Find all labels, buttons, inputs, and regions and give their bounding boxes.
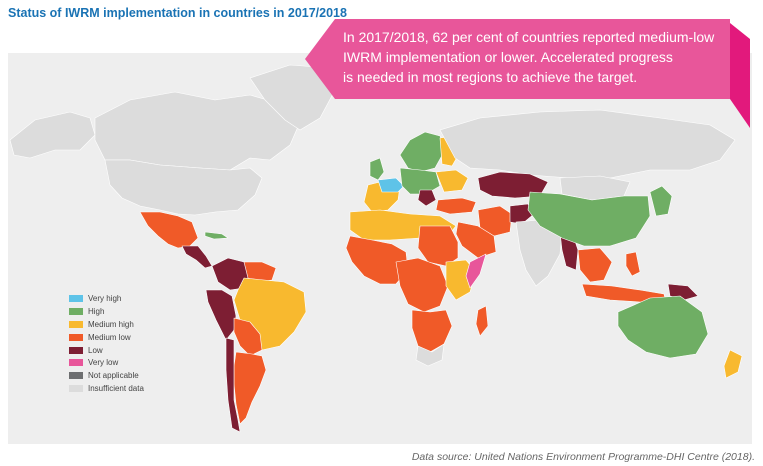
region-cuba: [204, 231, 229, 240]
callout-line: is needed in most regions to achieve the…: [343, 69, 638, 85]
region-somalia: [465, 253, 487, 289]
region-south-africa: [415, 343, 445, 367]
legend-swatch: [69, 346, 83, 354]
legend-swatch: [69, 385, 83, 393]
callout-line: In 2017/2018, 62 per cent of countries r…: [343, 29, 715, 45]
legend-label: Medium high: [88, 319, 134, 329]
legend-swatch: [69, 333, 83, 341]
region-china: [527, 191, 651, 247]
legend-label: Very low: [88, 358, 119, 368]
legend-item: Medium high: [69, 318, 144, 331]
region-balkans: [417, 189, 437, 207]
legend-label: Insufficient data: [88, 384, 144, 394]
legend-swatch: [69, 372, 83, 380]
legend-label: Medium low: [88, 332, 131, 342]
callout-arrow-shape: [305, 19, 730, 99]
region-greenland: [249, 64, 336, 131]
region-chile: [225, 337, 241, 433]
legend-item: Insufficient data: [69, 382, 144, 395]
data-source-note: Data source: United Nations Environment …: [411, 451, 755, 463]
legend-item: High: [69, 305, 144, 318]
region-southeast-asia: [577, 247, 613, 283]
region-central-europe: [399, 167, 441, 195]
region-uk: [369, 157, 385, 181]
legend-label: Low: [88, 345, 103, 355]
legend-item: Very high: [69, 292, 144, 305]
legend-swatch: [69, 320, 83, 328]
region-central-africa: [395, 257, 449, 313]
region-central-america: [181, 245, 213, 269]
region-peru: [205, 289, 237, 341]
region-southern-africa: [411, 309, 453, 353]
region-alaska: [9, 111, 96, 159]
map-legend: Very high High Medium high Medium low Lo…: [69, 292, 144, 395]
region-usa: [104, 159, 263, 216]
region-venezuela: [243, 261, 277, 283]
callout-accent-fold: [730, 23, 750, 128]
region-korea-japan: [649, 185, 673, 217]
region-switzerland: [377, 177, 405, 193]
region-scandinavia: [399, 131, 446, 173]
region-philippines: [625, 251, 641, 277]
legend-item: Low: [69, 344, 144, 357]
region-turkey: [435, 197, 477, 215]
region-australia: [617, 295, 709, 359]
legend-swatch: [69, 359, 83, 367]
legend-label: Not applicable: [88, 371, 139, 381]
region-saudi-arabia: [455, 221, 497, 259]
key-finding-callout: In 2017/2018, 62 per cent of countries r…: [305, 19, 750, 128]
legend-swatch: [69, 307, 83, 315]
region-argentina: [233, 351, 267, 425]
legend-item: Very low: [69, 356, 144, 369]
legend-label: High: [88, 306, 105, 316]
legend-item: Not applicable: [69, 369, 144, 382]
region-bolivia-paraguay: [233, 317, 263, 357]
region-mexico: [139, 211, 199, 249]
region-madagascar: [475, 305, 489, 337]
region-new-zealand: [723, 349, 743, 379]
legend-item: Medium low: [69, 331, 144, 344]
region-ukraine: [435, 169, 469, 193]
legend-label: Very high: [88, 293, 122, 303]
map-title: Status of IWRM implementation in countri…: [8, 6, 347, 20]
region-west-africa: [345, 235, 409, 285]
callout-line: IWRM implementation or lower. Accelerate…: [343, 49, 673, 65]
region-russia: [439, 109, 736, 179]
legend-swatch: [69, 294, 83, 302]
